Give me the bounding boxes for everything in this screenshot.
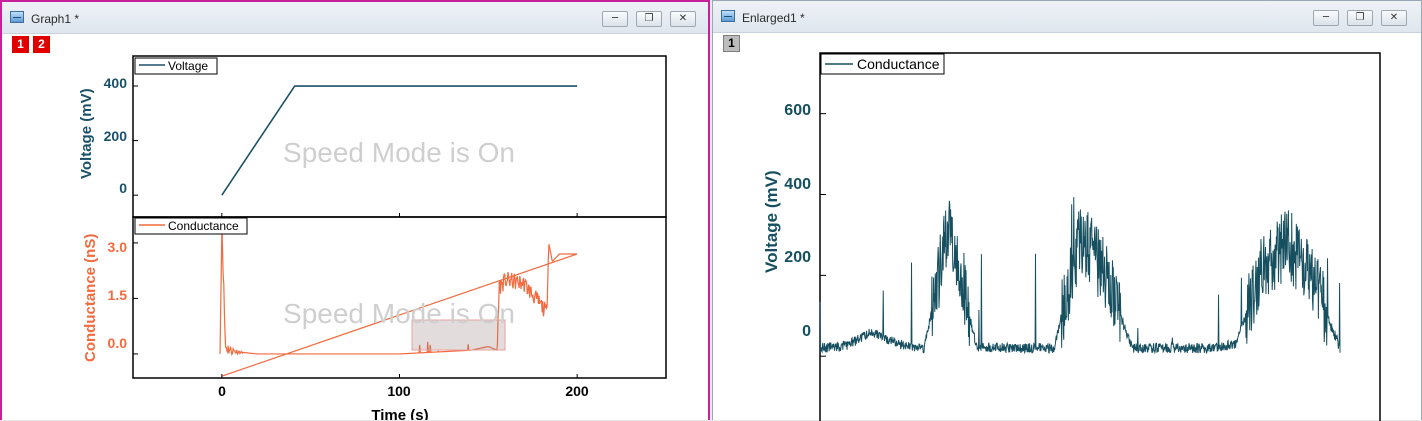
conductance-tick-label: 3.0 [108, 239, 128, 255]
time-tick-label: 200 [565, 383, 589, 399]
enlarged-tick-label: 0 [802, 323, 811, 340]
graph-window-icon [10, 11, 24, 23]
enlarge-region-box[interactable] [411, 319, 506, 351]
enlarged-tick-label: 600 [784, 102, 811, 119]
enlarged-tick-label: 400 [784, 176, 811, 193]
conductance-legend [134, 217, 248, 235]
voltage-tick-label: 400 [104, 75, 128, 91]
speed-mode-watermark: Speed Mode is On [283, 137, 515, 168]
enlarged-tick-label: 200 [784, 249, 811, 266]
restore-button[interactable]: ❐ [636, 11, 662, 27]
enlarged-axis-label: Voltage (mV) [762, 170, 781, 273]
window-title: Enlarged1 * [742, 11, 805, 25]
conductance-tick-label: 1.5 [108, 287, 128, 303]
layer-tab-1[interactable]: 1 [12, 36, 29, 53]
voltage-legend [134, 57, 218, 75]
graph1-titlebar[interactable]: Graph1 * ─ ❐ ✕ [2, 2, 708, 34]
conductance-tick-label: 0.0 [108, 335, 128, 351]
enlarged1-titlebar[interactable]: Enlarged1 * ─ ❐ ✕ [713, 1, 1421, 33]
conductance-axis-label: Conductance (nS) [82, 234, 99, 362]
layer-tab-2[interactable]: 2 [33, 36, 50, 53]
graph-window-icon [721, 10, 735, 22]
voltage-tick-label: 200 [104, 128, 128, 144]
graph1-plot: Voltage Voltage (mV) 0 200 400 Speed Mod… [78, 55, 667, 420]
close-button[interactable]: ✕ [670, 11, 696, 27]
time-axis-label: Time (s) [371, 407, 428, 420]
enlarged-legend [820, 53, 945, 75]
enlarged-panel-frame [819, 52, 1381, 421]
layer-tab-1[interactable]: 1 [723, 35, 740, 52]
restore-button[interactable]: ❐ [1347, 10, 1373, 26]
voltage-axis-label: Voltage (mV) [78, 88, 95, 179]
voltage-series-line [221, 85, 578, 196]
conductance-series-line [219, 224, 578, 377]
time-tick-label: 100 [387, 383, 411, 399]
minimize-button[interactable]: ─ [602, 11, 628, 27]
enlarged1-plot: Conductance Voltage (mV) 0 200 400 600 [762, 52, 1381, 421]
window-title: Graph1 * [31, 12, 80, 26]
enlarged1-window[interactable]: Enlarged1 * ─ ❐ ✕ 1 Conductance Voltage … [712, 0, 1422, 421]
close-button[interactable]: ✕ [1381, 10, 1407, 26]
voltage-legend-label: Voltage [168, 59, 208, 73]
enlarged-series-line [819, 197, 1341, 355]
enlarged-legend-label: Conductance [857, 56, 940, 72]
speed-mode-watermark: Speed Mode is On [283, 298, 515, 329]
conductance-legend-label: Conductance [168, 219, 239, 233]
minimize-button[interactable]: ─ [1313, 10, 1339, 26]
graph1-window[interactable]: Graph1 * ─ ❐ ✕ 1 2 Voltage Voltage (mV) … [0, 0, 710, 420]
time-tick-label: 0 [218, 383, 226, 399]
voltage-tick-label: 0 [119, 180, 127, 196]
